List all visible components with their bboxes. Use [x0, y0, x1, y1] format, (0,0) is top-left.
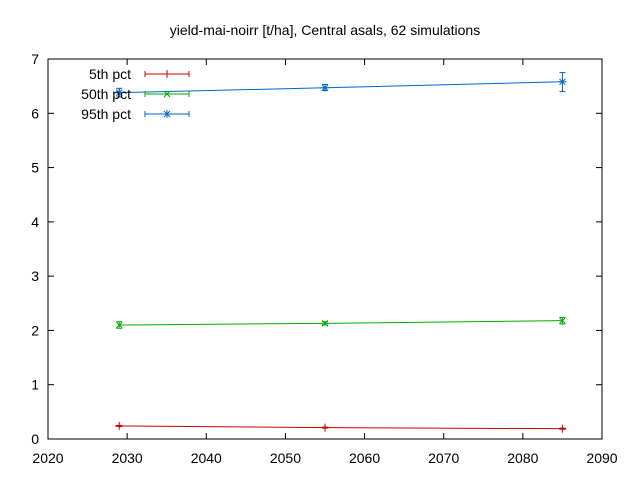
- legend-label: 5th pct: [89, 66, 131, 82]
- data-point: [558, 424, 567, 433]
- marker-stroke: [163, 90, 171, 98]
- x-tick-label: 2060: [349, 450, 380, 466]
- x-tick-label: 2080: [507, 450, 538, 466]
- legend-label: 95th pct: [81, 106, 131, 122]
- series-line: [119, 320, 563, 326]
- marker-stroke: [321, 84, 329, 92]
- legend-label: 50th pct: [81, 86, 131, 102]
- x-tick-label: 2090: [586, 450, 617, 466]
- x-tick-label: 2020: [32, 450, 63, 466]
- y-tick-label: 4: [31, 214, 39, 230]
- plot-series: [115, 72, 567, 433]
- x-tick-label: 2040: [191, 450, 222, 466]
- x-tick-label: 2030: [112, 450, 143, 466]
- data-point: [115, 321, 123, 329]
- y-tick-label: 0: [31, 431, 39, 447]
- series-1: [115, 421, 567, 433]
- marker-stroke: [115, 321, 123, 329]
- data-point: [559, 316, 566, 325]
- chart-title: yield-mai-noirr [t/ha], Central asals, 6…: [170, 22, 480, 38]
- data-point: [321, 320, 329, 327]
- x-tick-label: 2050: [270, 450, 301, 466]
- legend: 5th pct 50th pct 95th pct: [81, 66, 190, 122]
- marker-stroke: [163, 110, 171, 118]
- axes: 2020 2030 2040 2050 2060 2070 2080 2090 0 1 2 3 4 5 6 7: [31, 51, 618, 466]
- legend-entry-1: 5th pct: [89, 66, 190, 82]
- legend-entry-3: 95th pct: [81, 106, 190, 122]
- legend-entry-2: 50th pct: [81, 86, 190, 102]
- y-tick-label: 6: [31, 105, 39, 121]
- marker-stroke: [115, 89, 123, 97]
- series-3: [115, 72, 567, 98]
- marker-stroke: [559, 317, 566, 325]
- data-point: [115, 87, 124, 98]
- marker-stroke: [559, 78, 566, 86]
- y-tick-label: 1: [31, 377, 39, 393]
- y-tick-label: 2: [31, 322, 39, 338]
- x-tick-label: 2070: [428, 450, 459, 466]
- y-tick-label: 5: [31, 160, 39, 176]
- series-2: [115, 316, 566, 329]
- data-point: [321, 83, 329, 92]
- y-tick-label: 3: [31, 268, 39, 284]
- y-tick-label: 7: [31, 51, 39, 67]
- series-line: [119, 425, 563, 430]
- series-line: [119, 81, 563, 94]
- marker-stroke: [321, 320, 329, 327]
- data-point: [558, 72, 567, 93]
- data-point: [115, 421, 124, 430]
- plot-area-border: [47, 58, 603, 440]
- data-point: [321, 423, 329, 432]
